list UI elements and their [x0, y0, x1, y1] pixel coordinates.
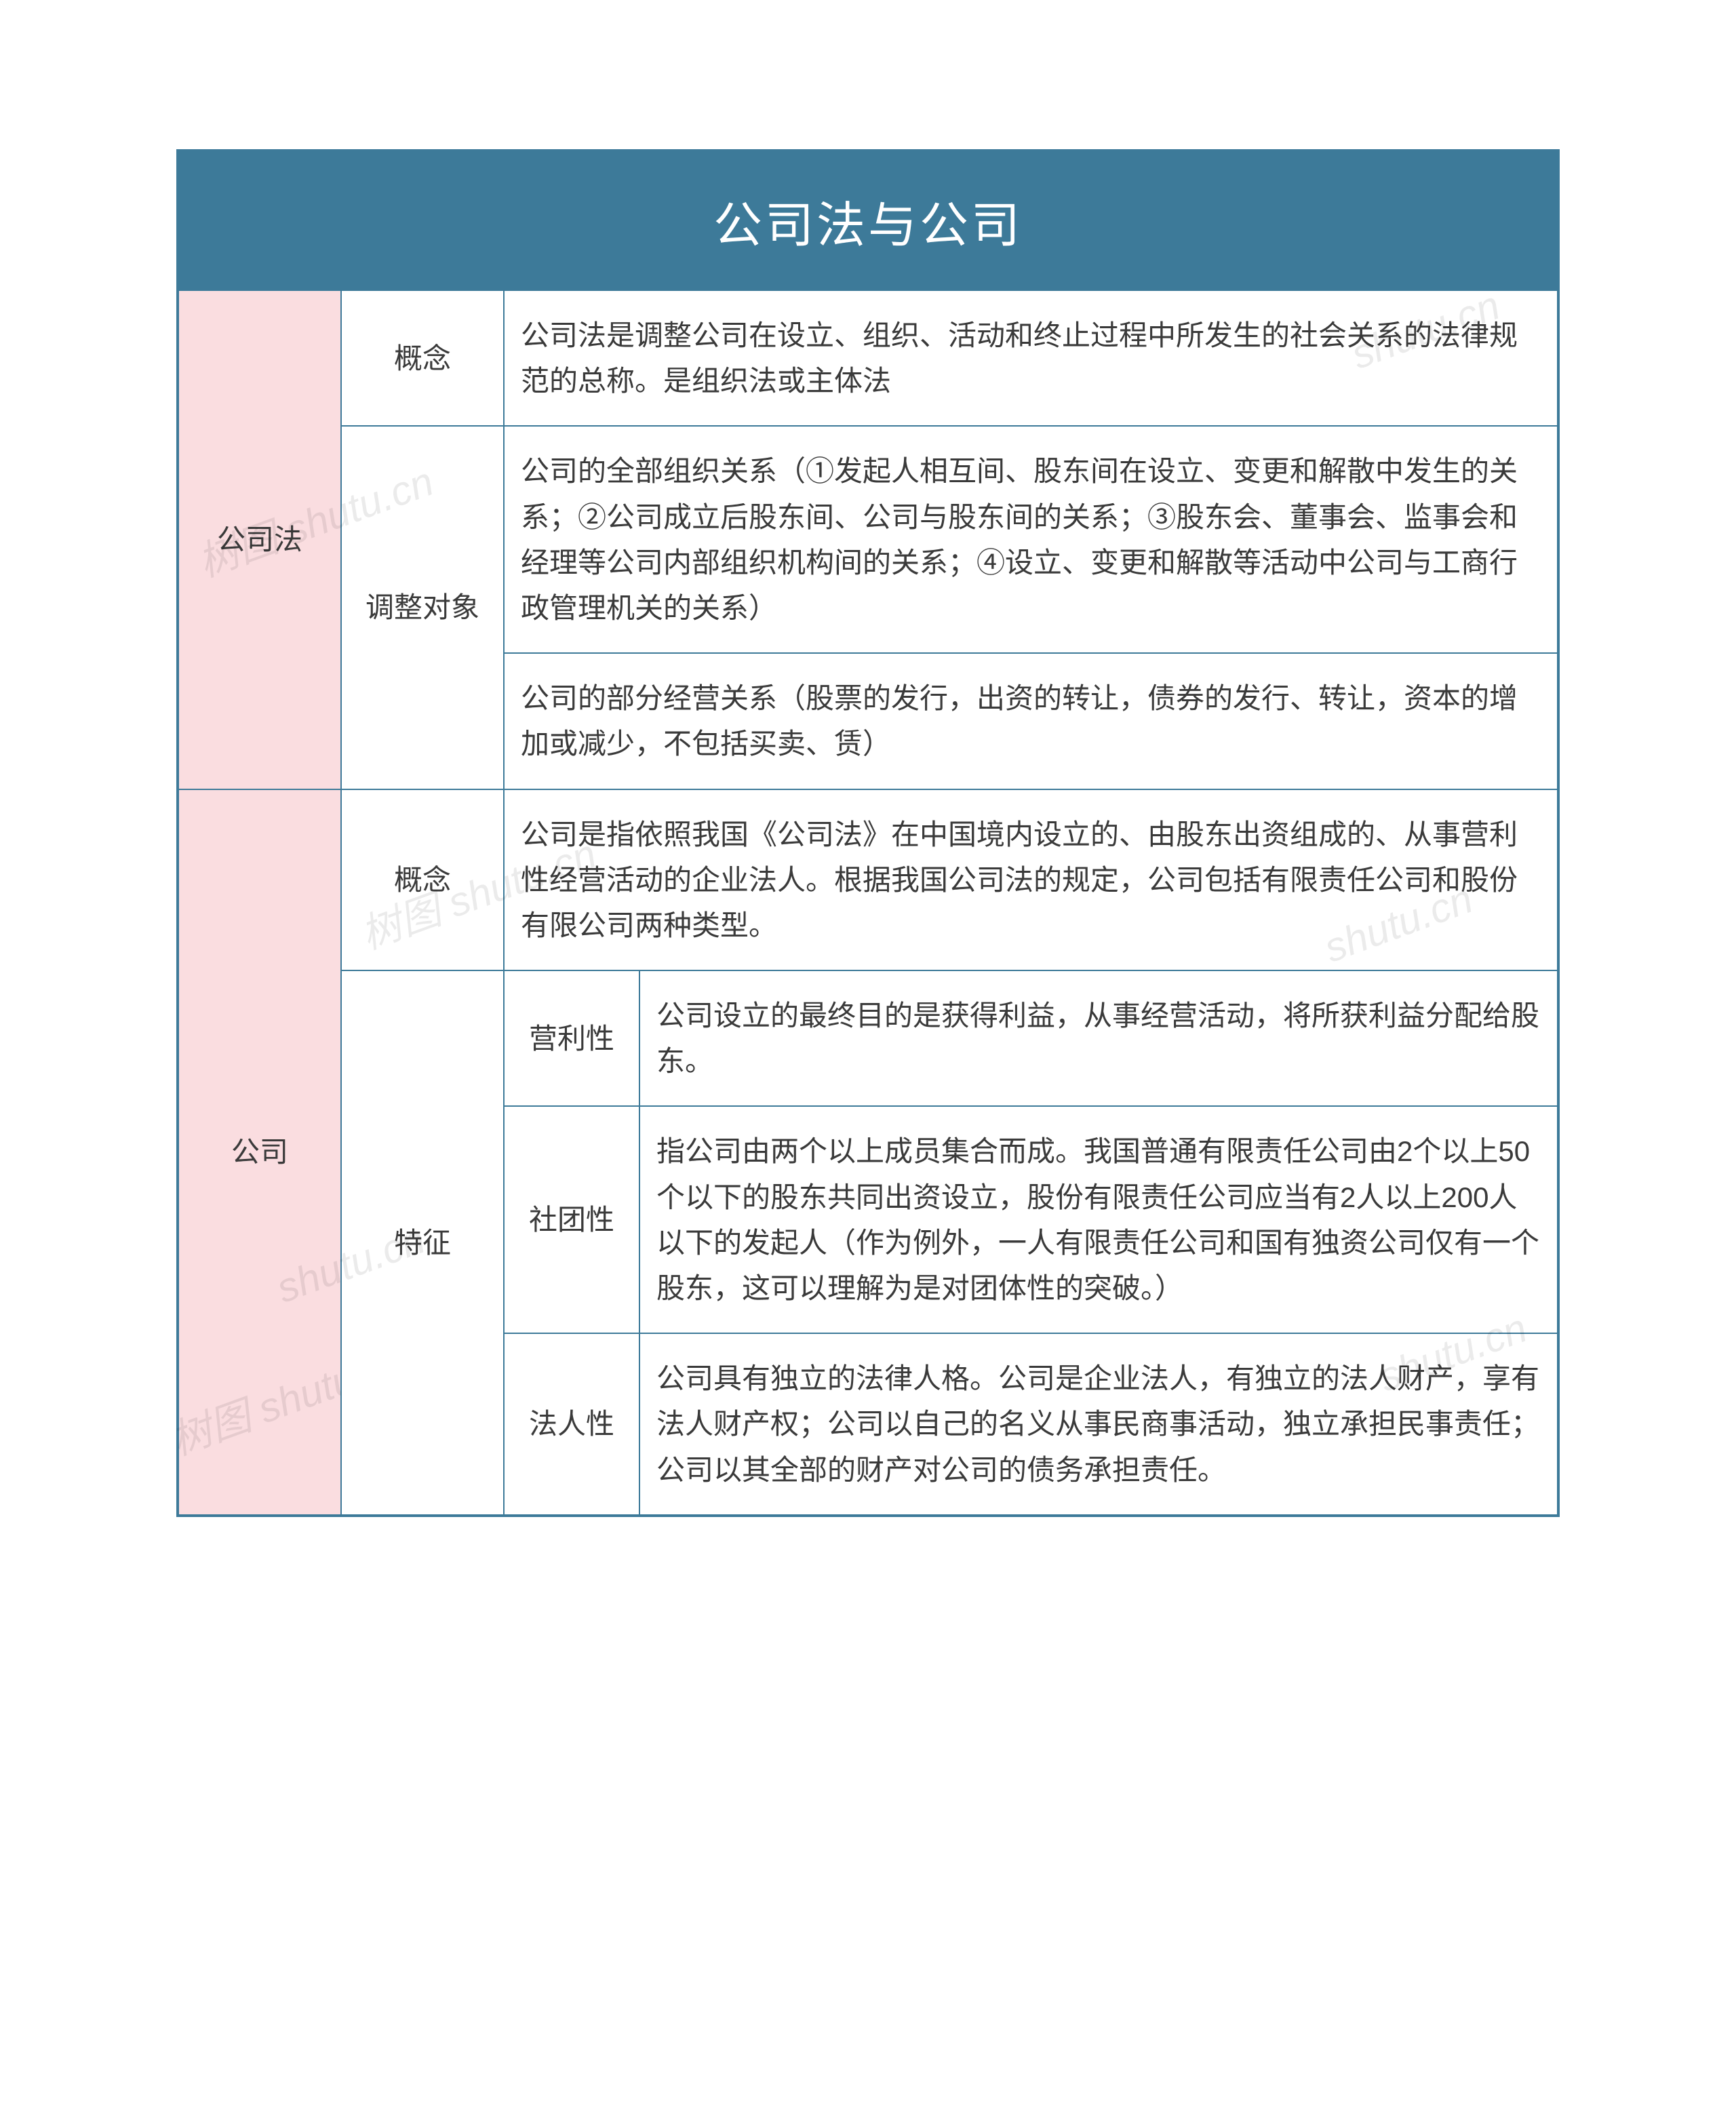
- law-subject-item1: 公司的全部组织关系（①发起人相互间、股东间在设立、变更和解散中发生的关系；②公司…: [504, 426, 1558, 653]
- company-section-label: 公司 树图 shutu.cn: [178, 789, 341, 1515]
- law-subject-label: 调整对象: [341, 426, 504, 789]
- law-subject-item2: 公司的部分经营关系（股票的发行，出资的转让，债券的发行、转让，资本的增加或减少，…: [504, 653, 1558, 789]
- company-feature-items: 营利性 公司设立的最终目的是获得利益，从事经营活动，将所获利益分配给股东。 社团…: [504, 970, 1558, 1515]
- table-title: 公司法与公司: [178, 151, 1558, 290]
- feature-label-text: 特征: [394, 1220, 451, 1265]
- feature-group-text: 指公司由两个以上成员集合而成。我国普通有限责任公司由2个以上50个以下的股东共同…: [639, 1106, 1558, 1333]
- feature-profit-label: 营利性: [504, 970, 639, 1106]
- feature-profit-text: 公司设立的最终目的是获得利益，从事经营活动，将所获利益分配给股东。: [639, 970, 1558, 1106]
- company-concept-label: 概念: [341, 789, 504, 971]
- feature-legal-text: 公司具有独立的法律人格。公司是企业法人，有独立的法人财产，享有法人财产权；公司以…: [639, 1333, 1558, 1515]
- feature-legal-row: 法人性 公司具有独立的法律人格。公司是企业法人，有独立的法人财产，享有法人财产权…: [504, 1333, 1558, 1515]
- company-concept-text: 公司是指依照我国《公司法》在中国境内设立的、由股东出资组成的、从事营利性经营活动…: [504, 789, 1558, 971]
- law-subject-row: 调整对象 公司的全部组织关系（①发起人相互间、股东间在设立、变更和解散中发生的关…: [341, 426, 1558, 789]
- law-section-body: 概念 公司法是调整公司在设立、组织、活动和终止过程中所发生的社会关系的法律规范的…: [341, 290, 1558, 789]
- company-feature-row: 特征 shutu.cn 营利性 公司设立的最终目的是获得利益，从事经营活动，将所…: [341, 970, 1558, 1515]
- company-section-row: 公司 树图 shutu.cn 概念 公司是指依照我国《公司法》在中国境内设立的、…: [178, 789, 1558, 1515]
- feature-group-label: 社团性: [504, 1106, 639, 1333]
- feature-legal-content: 公司具有独立的法律人格。公司是企业法人，有独立的法人财产，享有法人财产权；公司以…: [656, 1356, 1541, 1493]
- company-section-body: 概念 公司是指依照我国《公司法》在中国境内设立的、由股东出资组成的、从事营利性经…: [341, 789, 1558, 1515]
- company-concept-content: 公司是指依照我国《公司法》在中国境内设立的、由股东出资组成的、从事营利性经营活动…: [521, 812, 1541, 949]
- law-subject-items: 公司的全部组织关系（①发起人相互间、股东间在设立、变更和解散中发生的关系；②公司…: [504, 426, 1558, 789]
- law-concept-row: 概念 公司法是调整公司在设立、组织、活动和终止过程中所发生的社会关系的法律规范的…: [341, 290, 1558, 426]
- page-container: 公司法与公司 公司法 概念 公司法是调整公司在设立、组织、活动和终止过程中所发生…: [149, 122, 1587, 1544]
- law-section-row: 公司法 概念 公司法是调整公司在设立、组织、活动和终止过程中所发生的社会关系的法…: [178, 290, 1558, 789]
- law-section-label: 公司法: [178, 290, 341, 789]
- law-concept-content: 公司法是调整公司在设立、组织、活动和终止过程中所发生的社会关系的法律规范的总称。…: [521, 313, 1541, 404]
- company-feature-label: 特征 shutu.cn: [341, 970, 504, 1515]
- law-concept-text: 公司法是调整公司在设立、组织、活动和终止过程中所发生的社会关系的法律规范的总称。…: [504, 290, 1558, 426]
- company-label-text: 公司: [231, 1129, 288, 1175]
- feature-legal-label: 法人性: [504, 1333, 639, 1515]
- company-concept-row: 概念 公司是指依照我国《公司法》在中国境内设立的、由股东出资组成的、从事营利性经…: [341, 789, 1558, 971]
- law-concept-label: 概念: [341, 290, 504, 426]
- feature-profit-row: 营利性 公司设立的最终目的是获得利益，从事经营活动，将所获利益分配给股东。: [504, 970, 1558, 1106]
- feature-group-row: 社团性 指公司由两个以上成员集合而成。我国普通有限责任公司由2个以上50个以下的…: [504, 1106, 1558, 1333]
- main-table: 公司法与公司 公司法 概念 公司法是调整公司在设立、组织、活动和终止过程中所发生…: [176, 149, 1560, 1517]
